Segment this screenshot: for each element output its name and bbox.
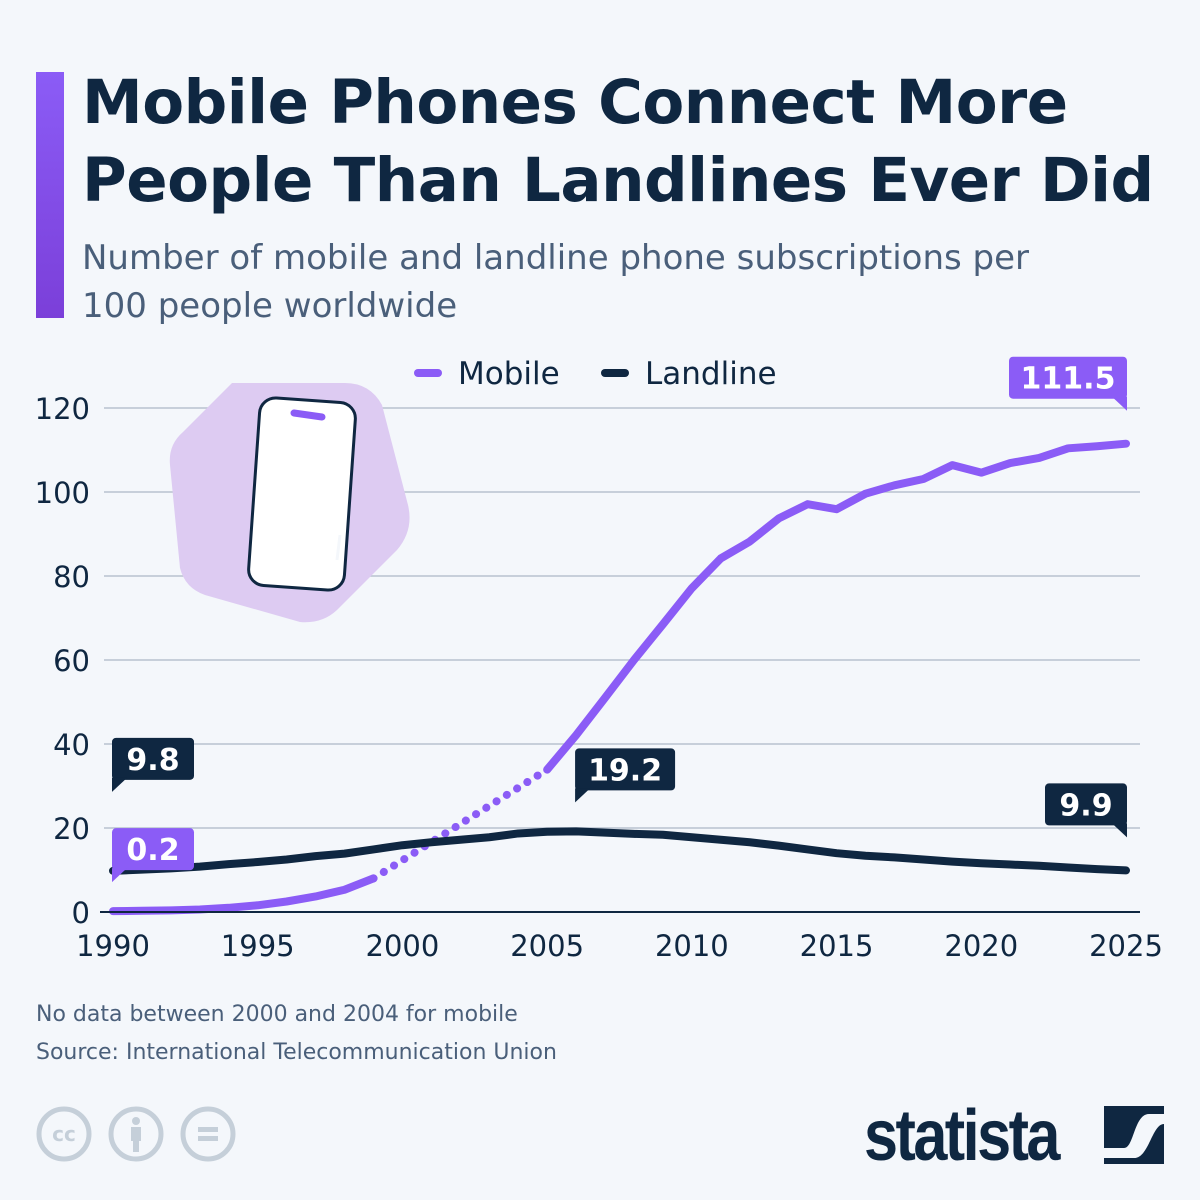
x-tick-label: 2020 — [944, 929, 1018, 963]
legend-label-mobile: Mobile — [458, 356, 560, 392]
series-line-mobile — [543, 439, 1130, 774]
x-tick-label: 2015 — [800, 929, 874, 963]
data-label-tail — [575, 788, 591, 803]
x-tick-label: 2005 — [510, 929, 584, 963]
data-label-landline: 9.8 — [126, 743, 179, 778]
y-tick-label: 80 — [53, 560, 90, 594]
data-label-mobile: 111.5 — [1021, 362, 1116, 397]
series-line-mobile — [109, 874, 378, 916]
cc-icon[interactable]: cc — [36, 1106, 92, 1162]
data-label-mobile: 0.2 — [126, 833, 179, 868]
y-tick-label: 40 — [53, 728, 90, 762]
data-label-box — [112, 737, 194, 780]
x-tick-label: 1995 — [221, 929, 295, 963]
attribution-icon[interactable] — [108, 1106, 164, 1162]
x-tick-label: 2010 — [655, 929, 729, 963]
data-label-landline: 19.2 — [588, 753, 662, 788]
series-gap-dotted-mobile — [369, 765, 552, 883]
line-chart: Mobile Landline 9.8 0.2 19.2 111.5 9.9 0 20 40 6… — [35, 356, 1163, 963]
y-tick-label: 100 — [35, 476, 90, 510]
data-label-box — [1009, 356, 1127, 399]
smartphone-icon — [169, 383, 410, 623]
data-label-box — [1045, 783, 1127, 826]
data-label-box — [112, 828, 194, 871]
data-label-box — [575, 748, 676, 791]
svg-text:cc: cc — [52, 1122, 76, 1146]
series-line-landline — [109, 827, 1130, 875]
footnote: No data between 2000 and 2004 for mobile — [36, 1002, 518, 1027]
data-label-landline: 9.9 — [1059, 788, 1112, 823]
x-tick-label: 1990 — [76, 929, 150, 963]
page-subtitle: Number of mobile and landline phone subs… — [82, 238, 1030, 326]
data-label-tail — [112, 777, 127, 792]
statista-logo-mark-icon — [1104, 1106, 1164, 1164]
y-tick-label: 120 — [35, 392, 90, 426]
data-label-tail — [1112, 396, 1127, 411]
data-label-tail — [112, 868, 127, 883]
x-tick-label: 2000 — [366, 929, 440, 963]
y-tick-label: 20 — [53, 812, 90, 846]
y-tick-label: 60 — [53, 644, 90, 678]
y-tick-label: 0 — [72, 896, 90, 930]
x-tick-label: 2025 — [1089, 929, 1163, 963]
data-label-tail — [1112, 823, 1127, 838]
no-derivatives-icon[interactable] — [180, 1106, 236, 1162]
source-note: Source: International Telecommunication … — [36, 1040, 557, 1065]
accent-bar — [36, 72, 64, 318]
statista-logo[interactable]: statista — [864, 1096, 1060, 1176]
legend-label-landline: Landline — [645, 356, 777, 392]
page-title: Mobile Phones Connect More People Than L… — [82, 67, 1154, 216]
